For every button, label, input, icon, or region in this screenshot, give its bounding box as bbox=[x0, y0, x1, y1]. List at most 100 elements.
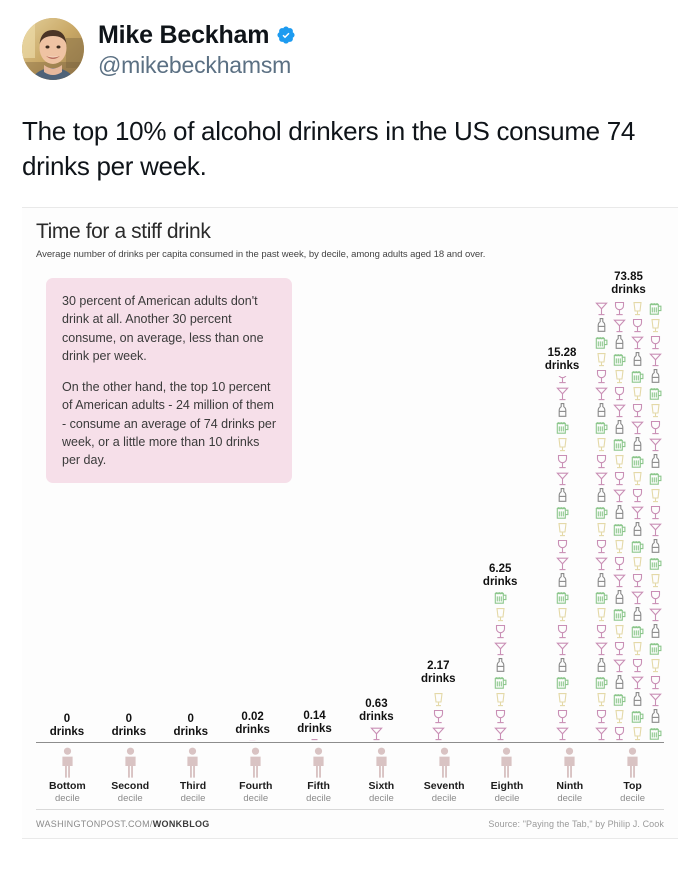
bar-value-label: 0.63 drinks bbox=[359, 698, 394, 724]
beer-mug-icon bbox=[631, 456, 644, 468]
person-icon bbox=[564, 747, 575, 778]
bar-value-label: 0.02 drinks bbox=[235, 711, 270, 737]
bottle-icon bbox=[633, 352, 642, 367]
footer-site: WASHINGTONPOST.COM/WONKBLOG bbox=[36, 819, 210, 829]
beer-mug-icon bbox=[649, 303, 662, 315]
name-row: Mike Beckham bbox=[98, 21, 296, 50]
bottle-icon bbox=[633, 692, 642, 707]
martini-glass-icon bbox=[555, 557, 569, 571]
martini-glass-icon bbox=[555, 472, 569, 486]
beer-mug-icon bbox=[613, 694, 626, 706]
icon-stacks bbox=[368, 727, 385, 742]
wine-glass-icon bbox=[495, 625, 505, 639]
bottle-icon bbox=[651, 539, 660, 554]
martini-glass-icon bbox=[613, 489, 626, 503]
icon-stack bbox=[306, 739, 323, 742]
tall-glass-icon bbox=[651, 659, 660, 673]
wine-glass-icon bbox=[650, 676, 661, 690]
tall-glass-icon bbox=[633, 387, 642, 401]
x-axis-name: Third bbox=[179, 780, 207, 793]
x-axis-name: Ninth bbox=[556, 780, 584, 793]
person-icon bbox=[187, 747, 199, 778]
martini-glass-icon bbox=[555, 727, 569, 741]
martini-glass-icon bbox=[631, 336, 644, 350]
icon-stack bbox=[554, 376, 571, 742]
chart-footer: WASHINGTONPOST.COM/WONKBLOG Source: "Pay… bbox=[36, 809, 664, 838]
x-axis-tick: Ninth decile bbox=[538, 743, 601, 808]
x-axis-labels: Bottom decile Second decile Third decile Fourt… bbox=[36, 743, 664, 808]
handle: @mikebeckhamsm bbox=[98, 51, 292, 78]
tall-glass-icon bbox=[557, 608, 567, 622]
x-axis-name: Fourth bbox=[239, 780, 273, 793]
avatar[interactable] bbox=[22, 18, 84, 80]
wine-glass-icon bbox=[614, 642, 625, 656]
icon-stacks bbox=[430, 689, 447, 742]
bottle-icon bbox=[558, 488, 566, 503]
x-axis-tick: Seventh decile bbox=[413, 743, 476, 808]
x-axis-sub: decile bbox=[54, 792, 80, 804]
display-name: Mike Beckham bbox=[98, 21, 270, 49]
martini-glass-icon bbox=[613, 404, 626, 418]
tall-glass-icon bbox=[633, 472, 642, 486]
martini-glass-icon bbox=[555, 642, 569, 656]
tall-glass-icon bbox=[633, 727, 642, 741]
x-axis-tick: Eighth decile bbox=[476, 743, 539, 808]
wine-glass-icon bbox=[632, 404, 643, 418]
beer-mug-icon bbox=[631, 541, 644, 553]
bar-value-label: 6.25 drinks bbox=[482, 563, 518, 589]
beer-mug-icon bbox=[649, 473, 662, 485]
verified-badge-icon bbox=[277, 26, 295, 44]
wine-glass-icon bbox=[614, 727, 625, 741]
martini-glass-icon bbox=[595, 387, 608, 401]
wine-glass-icon bbox=[596, 540, 607, 554]
x-axis-name: Bottom bbox=[49, 780, 86, 793]
bottle-icon bbox=[597, 403, 606, 418]
bottle-icon bbox=[615, 420, 624, 435]
footer-source: Source: "Paying the Tab," by Philip J. C… bbox=[488, 819, 664, 830]
bar-column: 0.02 drinks bbox=[222, 222, 284, 742]
martini-glass-icon bbox=[595, 472, 608, 486]
x-axis-tick: Bottom decile bbox=[36, 743, 99, 808]
chart-subtitle: Average number of drinks per capita cons… bbox=[36, 249, 486, 261]
wine-glass-icon bbox=[614, 557, 625, 571]
x-axis-sub: decile bbox=[494, 792, 520, 804]
x-axis-sub: decile bbox=[431, 792, 457, 804]
martini-glass-icon bbox=[493, 727, 507, 741]
bar-value-label: 15.28 drinks bbox=[544, 347, 580, 373]
tall-glass-icon bbox=[651, 404, 660, 418]
beer-mug-icon bbox=[613, 354, 626, 366]
martini-glass-icon bbox=[631, 676, 644, 690]
beer-mug-icon bbox=[613, 524, 626, 536]
icon-stack bbox=[647, 300, 664, 742]
martini-glass-icon bbox=[613, 574, 626, 588]
tall-glass-icon bbox=[633, 642, 642, 656]
tall-glass-icon bbox=[557, 438, 567, 452]
bar-value-label: 0 drinks bbox=[111, 713, 147, 739]
martini-glass-icon bbox=[631, 421, 644, 435]
bottle-icon bbox=[615, 505, 624, 520]
martini-glass-icon bbox=[649, 693, 662, 707]
wine-glass-icon bbox=[614, 472, 625, 486]
beer-mug-icon bbox=[649, 643, 662, 655]
tall-glass-icon bbox=[651, 319, 660, 333]
x-axis-sub: decile bbox=[368, 792, 394, 804]
bar-column: 15.28 drinks bbox=[531, 222, 593, 742]
martini-glass-icon bbox=[595, 302, 608, 316]
bar-value-label: 0.14 drinks bbox=[297, 710, 332, 736]
icon-stack bbox=[593, 300, 610, 742]
bar-columns: 0 drinks 0 drinks 0 drinks 0.02 drinks 0.14 … bbox=[36, 222, 664, 742]
tall-glass-icon bbox=[651, 574, 660, 588]
wine-glass-icon bbox=[596, 455, 607, 469]
bottle-icon bbox=[558, 658, 566, 673]
beer-mug-icon bbox=[595, 422, 608, 434]
tall-glass-icon bbox=[615, 455, 624, 469]
bar-column: 0 drinks bbox=[36, 222, 98, 742]
beer-mug-icon bbox=[631, 626, 644, 638]
wine-glass-icon bbox=[596, 625, 607, 639]
wine-glass-icon bbox=[557, 455, 567, 469]
wine-glass-icon bbox=[495, 710, 505, 724]
bottle-icon bbox=[651, 709, 660, 724]
icon-stack bbox=[492, 592, 509, 742]
beer-mug-icon bbox=[595, 592, 608, 604]
martini-glass-icon bbox=[311, 739, 318, 741]
